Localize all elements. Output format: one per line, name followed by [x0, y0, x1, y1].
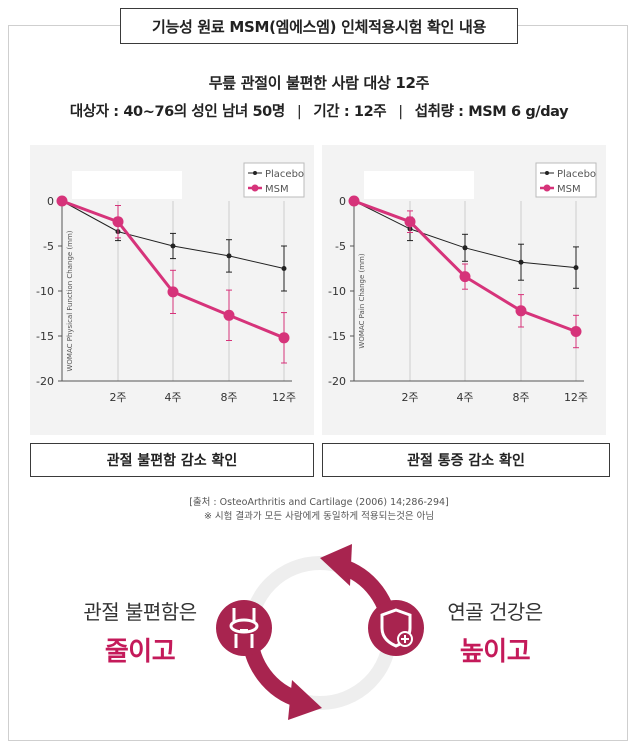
- legend-box: [243, 162, 305, 198]
- page-title: 기능성 원료 MSM(엠에스엠) 인체적용시험 확인 내용: [120, 8, 518, 44]
- legend-marker: [543, 184, 551, 192]
- data-point: [404, 216, 416, 228]
- legend-marker: [545, 171, 549, 175]
- data-point: [223, 309, 235, 321]
- y-axis-label: WOMAC Pain Change (mm): [358, 253, 366, 348]
- shield-plus-icon: [368, 600, 424, 656]
- cycle-graphic: [216, 544, 424, 720]
- data-point: [518, 259, 524, 265]
- legend-label: Placebo: [265, 169, 304, 180]
- chart-label-box: [72, 171, 182, 199]
- data-point: [281, 266, 287, 271]
- y-tick-label: -10: [328, 285, 346, 298]
- y-tick-label: -20: [328, 375, 346, 388]
- data-point: [56, 195, 68, 207]
- right-message-line2: 높이고: [459, 637, 531, 667]
- data-point: [170, 243, 176, 249]
- study-subtitle: 무릎 관절이 불편한 사람 대상 12주: [208, 74, 430, 92]
- source-disclaimer: ※ 시험 결과가 모든 사람에게 동일하게 적용되는것은 아님: [203, 511, 435, 522]
- left-message: 관절 불편함은 줄이고: [50, 596, 230, 668]
- data-point: [515, 305, 527, 317]
- x-tick-label: 2주: [401, 391, 418, 404]
- chart-label-box: [364, 171, 474, 199]
- source-citation: [출처 : OsteoArthritis and Cartilage (2006…: [189, 497, 449, 508]
- period-text: 기간 : 12주: [313, 104, 387, 120]
- right-message-line1: 연골 건강은: [447, 600, 543, 624]
- legend-label: MSM: [265, 184, 289, 195]
- chart-panel-pain: 0 -5 -10 -15 -20 2주 4주 8주 12주 WOMAC Pain Change (…: [322, 145, 606, 435]
- left-message-line2: 줄이고: [104, 637, 176, 667]
- result-pain: 관절 통증 감소 확인: [322, 443, 610, 477]
- x-tick-label: 12주: [272, 391, 296, 404]
- subjects-text: 대상자 : 40~76의 성인 남녀 50명: [69, 104, 285, 120]
- separator: |: [398, 104, 403, 120]
- legend-marker: [253, 171, 257, 175]
- y-tick-label: -5: [335, 240, 346, 253]
- result-function: 관절 불편함 감소 확인: [30, 443, 314, 477]
- chart-pain: 0 -5 -10 -15 -20 2주 4주 8주 12주 WOMAC Pain Change (…: [328, 162, 597, 404]
- legend-label: Placebo: [557, 169, 596, 180]
- data-point: [167, 286, 179, 298]
- data-point: [348, 195, 360, 207]
- data-point: [573, 265, 579, 271]
- source-note: [출처 : OsteoArthritis and Cartilage (2006…: [0, 496, 638, 524]
- left-message-line1: 관절 불편함은: [83, 600, 197, 624]
- y-tick-label: -15: [36, 330, 54, 343]
- x-tick-label: 8주: [220, 391, 237, 404]
- data-point: [112, 216, 124, 228]
- data-point: [570, 326, 582, 337]
- y-tick-label: 0: [47, 195, 54, 208]
- y-tick-label: -10: [36, 285, 54, 298]
- study-details: 대상자 : 40~76의 성인 남녀 50명 | 기간 : 12주 | 섭취량 : MS…: [0, 100, 638, 121]
- joint-icon: [216, 600, 272, 656]
- cycle-arrowhead-down: [288, 680, 322, 720]
- data-point: [462, 245, 468, 251]
- x-tick-label: 12주: [564, 391, 588, 404]
- data-point: [226, 253, 232, 259]
- data-point: [459, 271, 471, 283]
- legend-marker: [251, 184, 259, 192]
- x-tick-label: 4주: [456, 391, 473, 404]
- y-tick-label: -15: [328, 330, 346, 343]
- separator: |: [296, 104, 302, 120]
- chart-panel-function: 0 -5 -10 -15 -20 2주 4주 8주 12주 WOMAC Physical Func…: [30, 145, 314, 435]
- right-message: 연골 건강은 높이고: [410, 596, 580, 668]
- dose-text: 섭취량 : MSM 6 g/day: [414, 104, 569, 120]
- y-axis-label: WOMAC Physical Function Change (mm): [66, 230, 74, 371]
- legend-label: MSM: [557, 184, 581, 195]
- chart-function: 0 -5 -10 -15 -20 2주 4주 8주 12주 WOMAC Physical Func…: [36, 162, 305, 404]
- data-point: [278, 332, 290, 344]
- x-tick-label: 4주: [164, 391, 181, 404]
- y-tick-label: 0: [339, 195, 346, 208]
- x-tick-label: 8주: [512, 391, 529, 404]
- x-tick-label: 2주: [109, 391, 126, 404]
- y-tick-label: -5: [43, 240, 54, 253]
- y-tick-label: -20: [36, 375, 54, 388]
- cycle-arrowhead-up: [320, 544, 352, 586]
